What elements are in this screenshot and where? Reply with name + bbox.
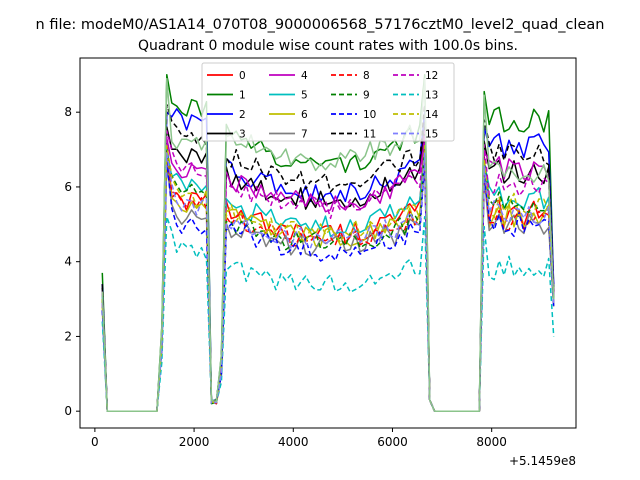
- x-tick-label: 2000: [179, 435, 210, 449]
- series-line-extra: [101, 77, 555, 412]
- axes-layer: 0 2000 4000 6000 8000 0 2 4 6 8: [64, 105, 507, 449]
- chart-title: Quadrant 0 module wise count rates with …: [138, 38, 518, 54]
- legend-label: 6: [301, 109, 308, 121]
- plot-frame: [79, 57, 577, 429]
- legend-label: 9: [363, 90, 370, 102]
- series-line-10: [101, 160, 555, 412]
- y-tick-label: 0: [64, 404, 72, 418]
- y-tick-label: 8: [64, 105, 72, 119]
- legend-label: 10: [363, 109, 376, 121]
- legend-label: 1: [239, 90, 246, 102]
- series-line-12: [101, 130, 555, 412]
- legend-label: 0: [239, 70, 246, 82]
- legend-label: 5: [301, 90, 308, 102]
- x-tick-label: 6000: [377, 435, 408, 449]
- legend-label: 15: [425, 129, 438, 141]
- y-tick-label: 4: [64, 255, 72, 269]
- x-tick-label: 4000: [278, 435, 309, 449]
- legend-label: 4: [301, 70, 308, 82]
- y-tick-label: 6: [64, 180, 72, 194]
- legend-label: 7: [301, 129, 308, 141]
- x-tick-label: 8000: [476, 435, 507, 449]
- legend-label: 2: [239, 109, 246, 121]
- y-tick-label: 2: [64, 329, 72, 343]
- legend-label: 12: [425, 70, 438, 82]
- legend-label: 8: [363, 70, 370, 82]
- legend-label: 11: [363, 129, 376, 141]
- legend-label: 3: [239, 129, 246, 141]
- legend-frame: [201, 62, 455, 142]
- series-layer: [101, 74, 555, 412]
- x-tick-label: 0: [91, 435, 99, 449]
- legend-label: 14: [425, 109, 439, 121]
- x-offset-label: +5.1459e8: [509, 454, 576, 468]
- legend-label: 13: [425, 90, 438, 102]
- figure-suptitle: n file: modeM0/AS1A14_070T08_9000006568_…: [36, 17, 605, 33]
